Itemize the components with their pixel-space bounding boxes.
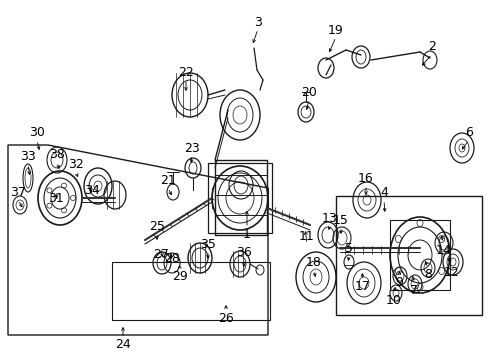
- Text: 7: 7: [409, 284, 417, 297]
- Text: 4: 4: [379, 186, 387, 199]
- Text: 11: 11: [299, 230, 314, 243]
- Text: 33: 33: [20, 150, 36, 163]
- Text: 19: 19: [327, 23, 343, 36]
- Bar: [389, 220, 449, 290]
- Text: 20: 20: [301, 85, 316, 99]
- Text: 10: 10: [385, 293, 401, 306]
- Text: 3: 3: [254, 15, 262, 28]
- Bar: [207, 163, 271, 233]
- Text: 1: 1: [243, 229, 250, 242]
- Text: 29: 29: [172, 270, 187, 284]
- Text: 34: 34: [84, 184, 100, 197]
- Text: 16: 16: [357, 171, 373, 184]
- Text: 28: 28: [164, 252, 180, 265]
- Text: 2: 2: [427, 40, 435, 54]
- Text: 22: 22: [178, 66, 193, 78]
- Text: 30: 30: [29, 126, 45, 139]
- Text: 24: 24: [115, 338, 131, 351]
- Text: 27: 27: [153, 248, 168, 261]
- Text: 18: 18: [305, 256, 321, 270]
- Text: 37: 37: [10, 186, 26, 199]
- Text: 6: 6: [464, 126, 472, 139]
- Text: 5: 5: [345, 242, 352, 255]
- Text: 15: 15: [332, 213, 348, 226]
- Text: 23: 23: [184, 141, 200, 154]
- Text: 17: 17: [354, 280, 370, 293]
- Text: 35: 35: [200, 238, 216, 251]
- Text: 8: 8: [423, 269, 431, 282]
- Text: 9: 9: [394, 276, 402, 289]
- Text: 26: 26: [218, 311, 233, 324]
- Text: 36: 36: [236, 246, 251, 258]
- Text: 14: 14: [435, 243, 451, 256]
- Text: 38: 38: [49, 148, 65, 162]
- Text: 31: 31: [48, 192, 64, 204]
- Text: 13: 13: [322, 211, 337, 225]
- Text: 12: 12: [443, 266, 459, 279]
- Text: 21: 21: [160, 175, 176, 188]
- Text: 32: 32: [68, 158, 84, 171]
- Bar: [215, 160, 266, 235]
- Text: 25: 25: [149, 220, 164, 233]
